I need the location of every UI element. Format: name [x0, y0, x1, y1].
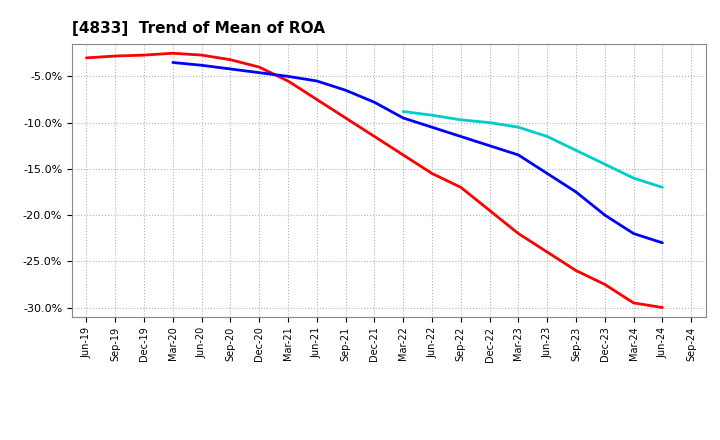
Line: 3 Years: 3 Years [86, 53, 662, 308]
5 Years [168, 60, 177, 65]
7 Years [456, 117, 465, 122]
Text: [4833]  Trend of Mean of ROA: [4833] Trend of Mean of ROA [72, 21, 325, 36]
3 Years [284, 78, 292, 84]
3 Years [341, 115, 350, 121]
3 Years [485, 208, 494, 213]
3 Years [658, 305, 667, 310]
3 Years [255, 65, 264, 70]
7 Years [399, 109, 408, 114]
3 Years [572, 268, 580, 273]
7 Years [514, 125, 523, 130]
5 Years [456, 134, 465, 139]
7 Years [600, 161, 609, 167]
5 Years [284, 74, 292, 79]
Line: 5 Years: 5 Years [173, 62, 662, 243]
3 Years [226, 57, 235, 62]
3 Years [197, 52, 206, 58]
5 Years [572, 189, 580, 194]
3 Years [456, 185, 465, 190]
5 Years [514, 152, 523, 158]
7 Years [485, 120, 494, 125]
5 Years [629, 231, 638, 236]
Line: 7 Years: 7 Years [403, 111, 662, 187]
5 Years [255, 70, 264, 75]
3 Years [428, 171, 436, 176]
3 Years [82, 55, 91, 61]
3 Years [168, 51, 177, 56]
5 Years [370, 99, 379, 105]
5 Years [341, 88, 350, 93]
7 Years [543, 134, 552, 139]
5 Years [428, 125, 436, 130]
5 Years [399, 115, 408, 121]
7 Years [572, 148, 580, 153]
3 Years [399, 152, 408, 158]
5 Years [543, 171, 552, 176]
5 Years [312, 78, 321, 84]
5 Years [485, 143, 494, 148]
7 Years [629, 176, 638, 181]
5 Years [658, 240, 667, 246]
3 Years [140, 52, 148, 58]
3 Years [543, 249, 552, 255]
3 Years [312, 97, 321, 102]
5 Years [226, 66, 235, 72]
7 Years [428, 113, 436, 118]
3 Years [111, 53, 120, 59]
5 Years [197, 62, 206, 68]
3 Years [370, 134, 379, 139]
3 Years [514, 231, 523, 236]
5 Years [600, 213, 609, 218]
3 Years [629, 300, 638, 305]
3 Years [600, 282, 609, 287]
7 Years [658, 185, 667, 190]
